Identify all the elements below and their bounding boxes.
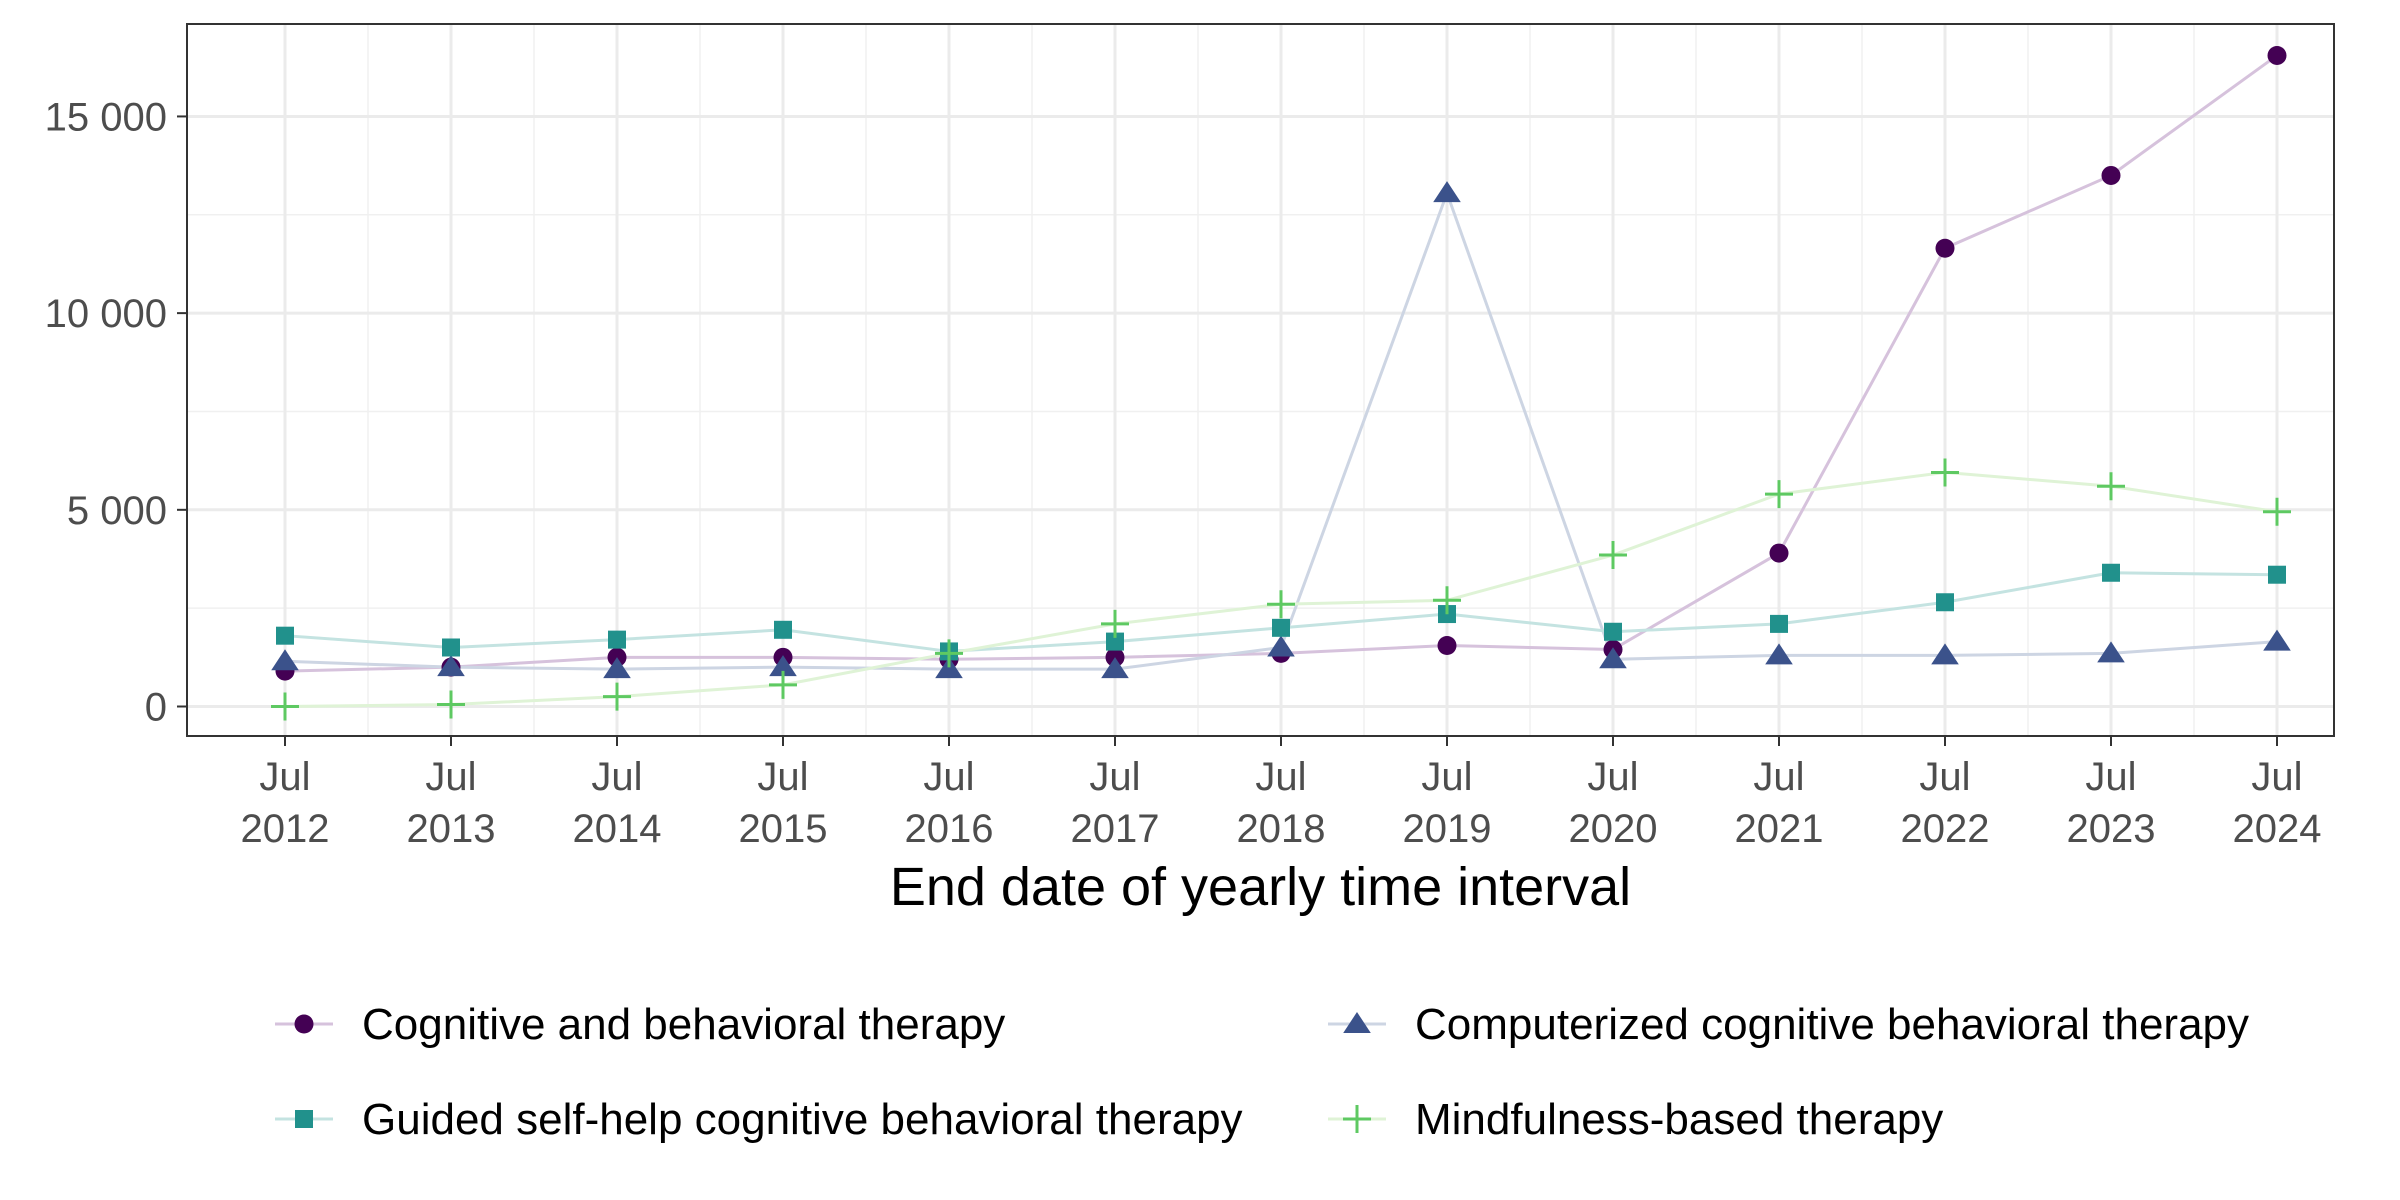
- data-point-square: [2102, 563, 2120, 582]
- data-point-plus: [1599, 541, 1627, 570]
- legend-label: Computerized cognitive behavioral therap…: [1415, 1000, 2249, 1049]
- data-point-circle: [1769, 543, 1789, 563]
- grid-major: [187, 24, 2334, 736]
- data-point-square: [276, 626, 294, 645]
- data-point-triangle: [2097, 641, 2125, 663]
- x-tick-label-month: Jul: [425, 755, 476, 799]
- data-point-triangle: [1267, 635, 1295, 657]
- x-tick-label-month: Jul: [591, 755, 642, 799]
- data-point-square: [774, 620, 792, 639]
- legend-label: Cognitive and behavioral therapy: [362, 1000, 1005, 1049]
- data-point-circle: [2267, 45, 2287, 65]
- y-axis: 0 5 000 10 000 15 000: [45, 95, 187, 729]
- x-tick-label-month: Jul: [1255, 755, 1306, 799]
- data-point-circle: [1437, 636, 1457, 656]
- data-point-square: [442, 638, 460, 657]
- x-axis-title: End date of yearly time interval: [890, 857, 1631, 917]
- data-point-triangle: [1433, 181, 1461, 203]
- data-point-triangle: [1599, 647, 1627, 669]
- data-point-triangle: [1765, 643, 1793, 665]
- x-tick-label-year: 2016: [905, 807, 994, 851]
- legend-item: Mindfulness-based therapy: [1328, 1095, 1943, 1144]
- data-point-square: [1770, 614, 1788, 633]
- data-point-triangle: [1931, 643, 1959, 665]
- plot-border: [186, 23, 2335, 737]
- y-tick-label: 15 000: [45, 95, 167, 139]
- data-point-triangle: [2263, 629, 2291, 651]
- data-point-plus: [437, 690, 465, 719]
- data-point-circle: [1935, 238, 1955, 258]
- legend-triangle-icon: [1343, 1012, 1371, 1033]
- x-axis: Jul 2012 Jul 2013 Jul 2014 Jul 2015 Jul 2016 Jul 20…: [241, 736, 2322, 851]
- x-tick-label-year: 2015: [739, 807, 828, 851]
- data-point-triangle: [437, 655, 465, 677]
- x-tick-label-month: Jul: [1919, 755, 1970, 799]
- series-markers: [271, 45, 2291, 721]
- data-point-triangle: [1101, 657, 1129, 679]
- legend-plus-icon: [1343, 1105, 1371, 1133]
- x-tick-label-month: Jul: [1753, 755, 1804, 799]
- data-point-plus: [935, 639, 963, 668]
- data-point-plus: [769, 670, 797, 699]
- x-tick-label-year: 2014: [573, 807, 662, 851]
- y-tick-label: 0: [145, 685, 167, 729]
- data-point-circle: [2101, 165, 2121, 185]
- legend-label: Mindfulness-based therapy: [1415, 1095, 1943, 1144]
- data-point-square: [1936, 593, 1954, 612]
- legend-item: Guided self-help cognitive behavioral th…: [275, 1095, 1243, 1144]
- x-tick-label-year: 2021: [1735, 807, 1824, 851]
- data-point-square: [1106, 632, 1124, 651]
- x-tick-label-month: Jul: [1421, 755, 1472, 799]
- x-tick-label-year: 2019: [1403, 807, 1492, 851]
- data-point-triangle: [935, 657, 963, 679]
- x-tick-label-month: Jul: [2085, 755, 2136, 799]
- data-point-plus: [1101, 609, 1129, 638]
- grid-minor: [187, 24, 2334, 736]
- data-point-square: [1604, 622, 1622, 641]
- y-tick-label: 10 000: [45, 292, 167, 336]
- data-point-triangle: [271, 649, 299, 671]
- x-tick-label-year: 2013: [407, 807, 496, 851]
- x-tick-label-month: Jul: [1089, 755, 1140, 799]
- legend: Cognitive and behavioral therapy Computer…: [275, 1000, 2249, 1144]
- data-point-plus: [2263, 497, 2291, 526]
- legend-square-icon: [295, 1110, 313, 1128]
- x-tick-label-month: Jul: [2251, 755, 2302, 799]
- legend-label: Guided self-help cognitive behavioral th…: [362, 1095, 1243, 1144]
- data-point-plus: [1931, 458, 1959, 487]
- data-point-plus: [1267, 590, 1295, 619]
- x-tick-label-year: 2020: [1569, 807, 1658, 851]
- x-tick-label-year: 2012: [241, 807, 330, 851]
- legend-item: Computerized cognitive behavioral therap…: [1328, 1000, 2249, 1049]
- x-tick-label-year: 2017: [1071, 807, 1160, 851]
- x-tick-label-month: Jul: [757, 755, 808, 799]
- legend-circle-icon: [294, 1014, 314, 1034]
- data-point-plus: [1433, 586, 1461, 615]
- data-point-triangle: [603, 657, 631, 679]
- x-tick-label-year: 2024: [2233, 807, 2322, 851]
- x-tick-label-month: Jul: [923, 755, 974, 799]
- data-point-square: [608, 630, 626, 649]
- x-tick-label-year: 2023: [2067, 807, 2156, 851]
- x-tick-label-month: Jul: [1587, 755, 1638, 799]
- x-tick-label-year: 2022: [1901, 807, 1990, 851]
- legend-item: Cognitive and behavioral therapy: [275, 1000, 1005, 1049]
- x-tick-label-year: 2018: [1237, 807, 1326, 851]
- data-point-square: [1272, 618, 1290, 637]
- y-tick-label: 5 000: [67, 489, 167, 533]
- data-point-plus: [1765, 480, 1793, 509]
- data-point-square: [2268, 565, 2286, 584]
- data-point-plus: [2097, 472, 2125, 501]
- data-point-plus: [603, 682, 631, 711]
- data-point-plus: [271, 692, 299, 721]
- data-point-triangle: [769, 655, 797, 677]
- x-tick-label-month: Jul: [259, 755, 310, 799]
